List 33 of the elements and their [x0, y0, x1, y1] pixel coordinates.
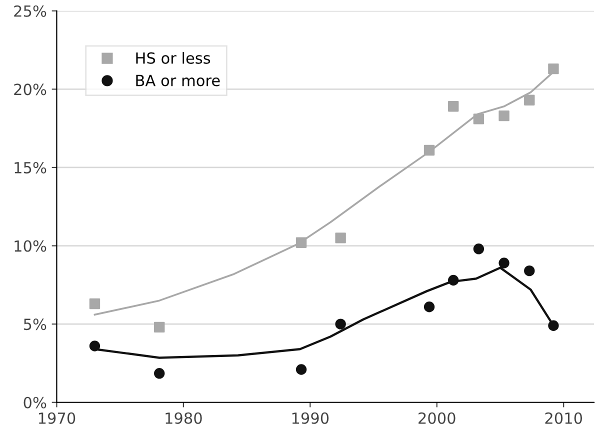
- point: [473, 114, 484, 124]
- x-tick-label: 1980: [166, 412, 202, 424]
- y-tick-label: 20%: [14, 84, 46, 96]
- y-tick-label: 15%: [14, 162, 46, 174]
- point: [296, 237, 307, 248]
- point: [498, 110, 510, 122]
- y-tick-label: 0%: [24, 396, 46, 408]
- point: [498, 258, 510, 268]
- legend-label: BA or more: [136, 74, 220, 86]
- point: [296, 364, 307, 375]
- point: [335, 232, 346, 244]
- point: [524, 94, 535, 106]
- point: [154, 322, 165, 333]
- x-tick-label: 2010: [545, 412, 582, 424]
- point: [548, 63, 559, 74]
- y-tick-label: 5%: [24, 318, 46, 330]
- point: [335, 318, 346, 330]
- point: [89, 298, 100, 310]
- legend-label: HS or less: [136, 52, 210, 64]
- point: [448, 274, 459, 286]
- point: [524, 265, 535, 276]
- y-tick-label: 25%: [14, 5, 46, 17]
- x-tick-label: 1990: [292, 412, 329, 424]
- point: [448, 101, 459, 112]
- point: [424, 301, 435, 312]
- point: [424, 144, 435, 156]
- point: [473, 244, 484, 254]
- point: [89, 340, 100, 352]
- point: [548, 320, 559, 331]
- point: [154, 368, 165, 379]
- x-tick-label: 2000: [418, 412, 456, 424]
- y-tick-label: 10%: [14, 240, 46, 252]
- x-tick-label: 1970: [38, 412, 76, 424]
